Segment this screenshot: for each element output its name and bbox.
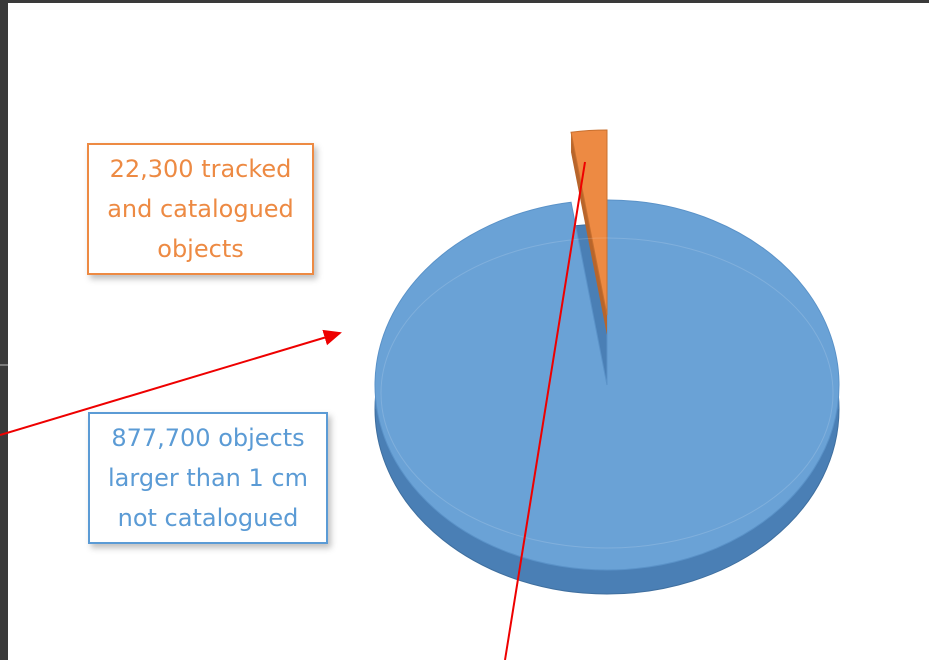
arrow bbox=[0, 329, 342, 436]
slice-side bbox=[571, 132, 607, 335]
pie-highlight bbox=[380, 237, 834, 549]
left-frame bbox=[0, 0, 8, 660]
arrow-line bbox=[504, 161, 586, 660]
blue-label-box: 877,700 objects larger than 1 cm not cat… bbox=[88, 412, 328, 544]
slice bbox=[374, 199, 840, 571]
category-label: objects larger than 1 cm not catalogued bbox=[108, 424, 308, 532]
value-label: 877,700 bbox=[111, 424, 211, 452]
category-label: tracked and catalogued objects bbox=[107, 155, 294, 263]
value-label: 22,300 bbox=[109, 155, 194, 183]
top-frame bbox=[0, 0, 929, 3]
orange-label-box: 22,300 tracked and catalogued objects bbox=[87, 143, 314, 275]
pie bbox=[374, 129, 840, 595]
slice bbox=[570, 129, 608, 316]
